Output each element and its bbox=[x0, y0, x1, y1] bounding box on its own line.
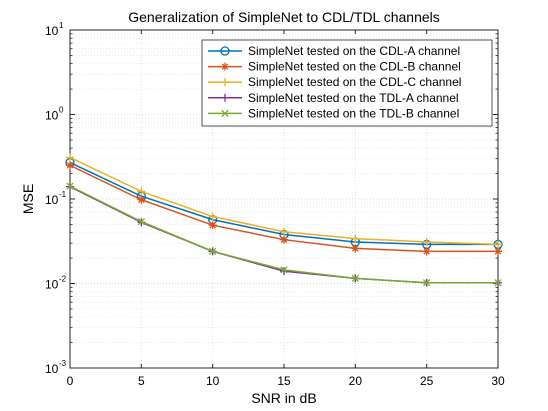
series-3 bbox=[66, 153, 502, 249]
legend-label: SimpleNet tested on the CDL-B channel bbox=[248, 60, 461, 74]
x-tick-label: 5 bbox=[138, 374, 145, 388]
y-tick-exponent: -2 bbox=[59, 275, 67, 284]
legend-label: SimpleNet tested on the CDL-C channel bbox=[248, 75, 461, 89]
legend-entry: SimpleNet tested on the CDL-A channel bbox=[208, 44, 460, 58]
y-tick-label: 10 bbox=[45, 24, 59, 38]
x-tick-label: 0 bbox=[67, 374, 74, 388]
legend-marker bbox=[221, 78, 229, 87]
data-point bbox=[351, 244, 360, 253]
data-point bbox=[494, 240, 502, 249]
data-point bbox=[494, 247, 502, 256]
legend-entry: SimpleNet tested on the TDL-B channel bbox=[208, 106, 459, 120]
data-point bbox=[280, 267, 288, 276]
data-point bbox=[494, 279, 502, 287]
y-tick-label: 10 bbox=[45, 109, 59, 123]
y-axis-label: MSE bbox=[20, 184, 36, 214]
series-group bbox=[65, 153, 503, 287]
x-tick-label: 15 bbox=[277, 374, 291, 388]
legend-box bbox=[201, 39, 493, 127]
data-point bbox=[280, 227, 288, 236]
data-point bbox=[137, 187, 146, 196]
legend-marker bbox=[221, 109, 229, 118]
legend-entry: SimpleNet tested on the TDL-A channel bbox=[208, 91, 459, 105]
data-point bbox=[209, 247, 217, 256]
legend-marker bbox=[220, 46, 230, 56]
data-point bbox=[423, 279, 431, 287]
data-point bbox=[280, 266, 288, 274]
data-point bbox=[422, 237, 431, 246]
data-point bbox=[208, 212, 217, 221]
data-point bbox=[66, 153, 74, 162]
y-tick-label: 10 bbox=[45, 193, 59, 207]
legend-entry: SimpleNet tested on the CDL-C channel bbox=[208, 75, 461, 89]
x-tick-label: 10 bbox=[206, 374, 220, 388]
y-tick-label: 10 bbox=[45, 278, 59, 292]
legend-marker bbox=[221, 62, 229, 71]
data-point bbox=[351, 234, 360, 243]
legend-label: SimpleNet tested on the CDL-A channel bbox=[248, 44, 460, 58]
series-2 bbox=[66, 161, 502, 256]
x-axis-label: SNR in dB bbox=[251, 390, 316, 406]
series-5 bbox=[66, 182, 502, 287]
x-tick-label: 30 bbox=[491, 374, 505, 388]
x-axis: 0 5 10 15 20 25 30 bbox=[67, 30, 505, 388]
y-tick-exponent: -3 bbox=[59, 359, 67, 368]
legend-marker bbox=[221, 93, 229, 102]
data-point bbox=[66, 161, 74, 170]
chart-title: Generalization of SimpleNet to CDL/TDL c… bbox=[128, 9, 440, 25]
data-point bbox=[208, 221, 217, 230]
data-point bbox=[66, 182, 74, 190]
data-point bbox=[137, 217, 145, 226]
x-tick-label: 20 bbox=[349, 374, 363, 388]
legend-label: SimpleNet tested on the TDL-B channel bbox=[248, 106, 459, 120]
legend-entry: SimpleNet tested on the CDL-B channel bbox=[208, 60, 461, 74]
data-point bbox=[422, 247, 431, 256]
legend-label: SimpleNet tested on the TDL-A channel bbox=[248, 91, 459, 105]
data-point bbox=[351, 274, 359, 283]
legend: SimpleNet tested on the CDL-A channel Sim… bbox=[201, 39, 493, 127]
y-tick-exponent: -1 bbox=[59, 190, 67, 199]
y-tick-label: 10 bbox=[45, 362, 59, 376]
y-tick-exponent: 0 bbox=[59, 106, 64, 115]
data-point bbox=[137, 195, 146, 204]
x-tick-label: 25 bbox=[420, 374, 434, 388]
y-tick-exponent: 1 bbox=[59, 21, 64, 30]
data-point bbox=[280, 235, 288, 244]
